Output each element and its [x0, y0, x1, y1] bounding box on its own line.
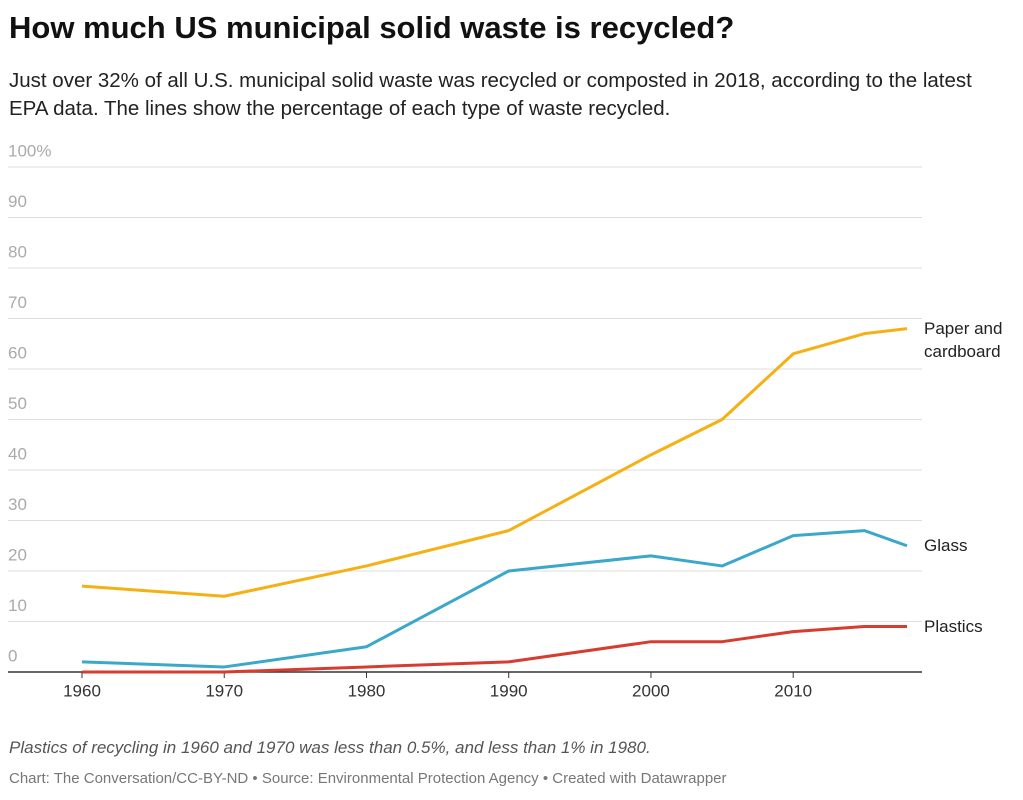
note: Plastics of recycling in 1960 and 1970 w… [9, 738, 651, 757]
series-label: Plastics [924, 616, 983, 636]
chart: 0 10 20 30 40 50 60 70 80 90 100% 1960 1970 1980 1990 2… [8, 141, 922, 700]
y-tick-label: 80 [8, 242, 27, 261]
series-label: Glass [924, 535, 968, 555]
source: Chart: The Conversation/CC-BY-ND • Sourc… [9, 770, 727, 787]
y-tick-label: 50 [8, 394, 27, 413]
x-tick-label: 1960 [63, 681, 101, 700]
y-tick-label: 0 [8, 646, 17, 665]
x-tick-label: 1970 [205, 681, 243, 700]
y-tick-label: 30 [8, 495, 27, 514]
line [81, 529, 908, 669]
chart-subtitle: Just over 32% of all U.S. municipal soli… [9, 69, 972, 120]
chart-title: How much US municipal solid waste is rec… [9, 10, 735, 45]
line [82, 625, 907, 674]
y-tick-label: 100% [8, 141, 51, 160]
y-tick-label: 90 [8, 192, 27, 211]
x-tick-label: 1980 [348, 681, 386, 700]
x-tick-label: 2010 [774, 681, 812, 700]
x-tick-label: 1990 [490, 681, 528, 700]
y-tick-label: 10 [8, 596, 27, 615]
series-label: Paper and cardboard [924, 318, 1003, 361]
y-tick-label: 20 [8, 545, 27, 564]
y-tick-label: 40 [8, 444, 27, 463]
y-tick-label: 70 [8, 293, 27, 312]
line [81, 327, 908, 598]
y-tick-label: 60 [8, 343, 27, 362]
x-tick-label: 2000 [632, 681, 670, 700]
